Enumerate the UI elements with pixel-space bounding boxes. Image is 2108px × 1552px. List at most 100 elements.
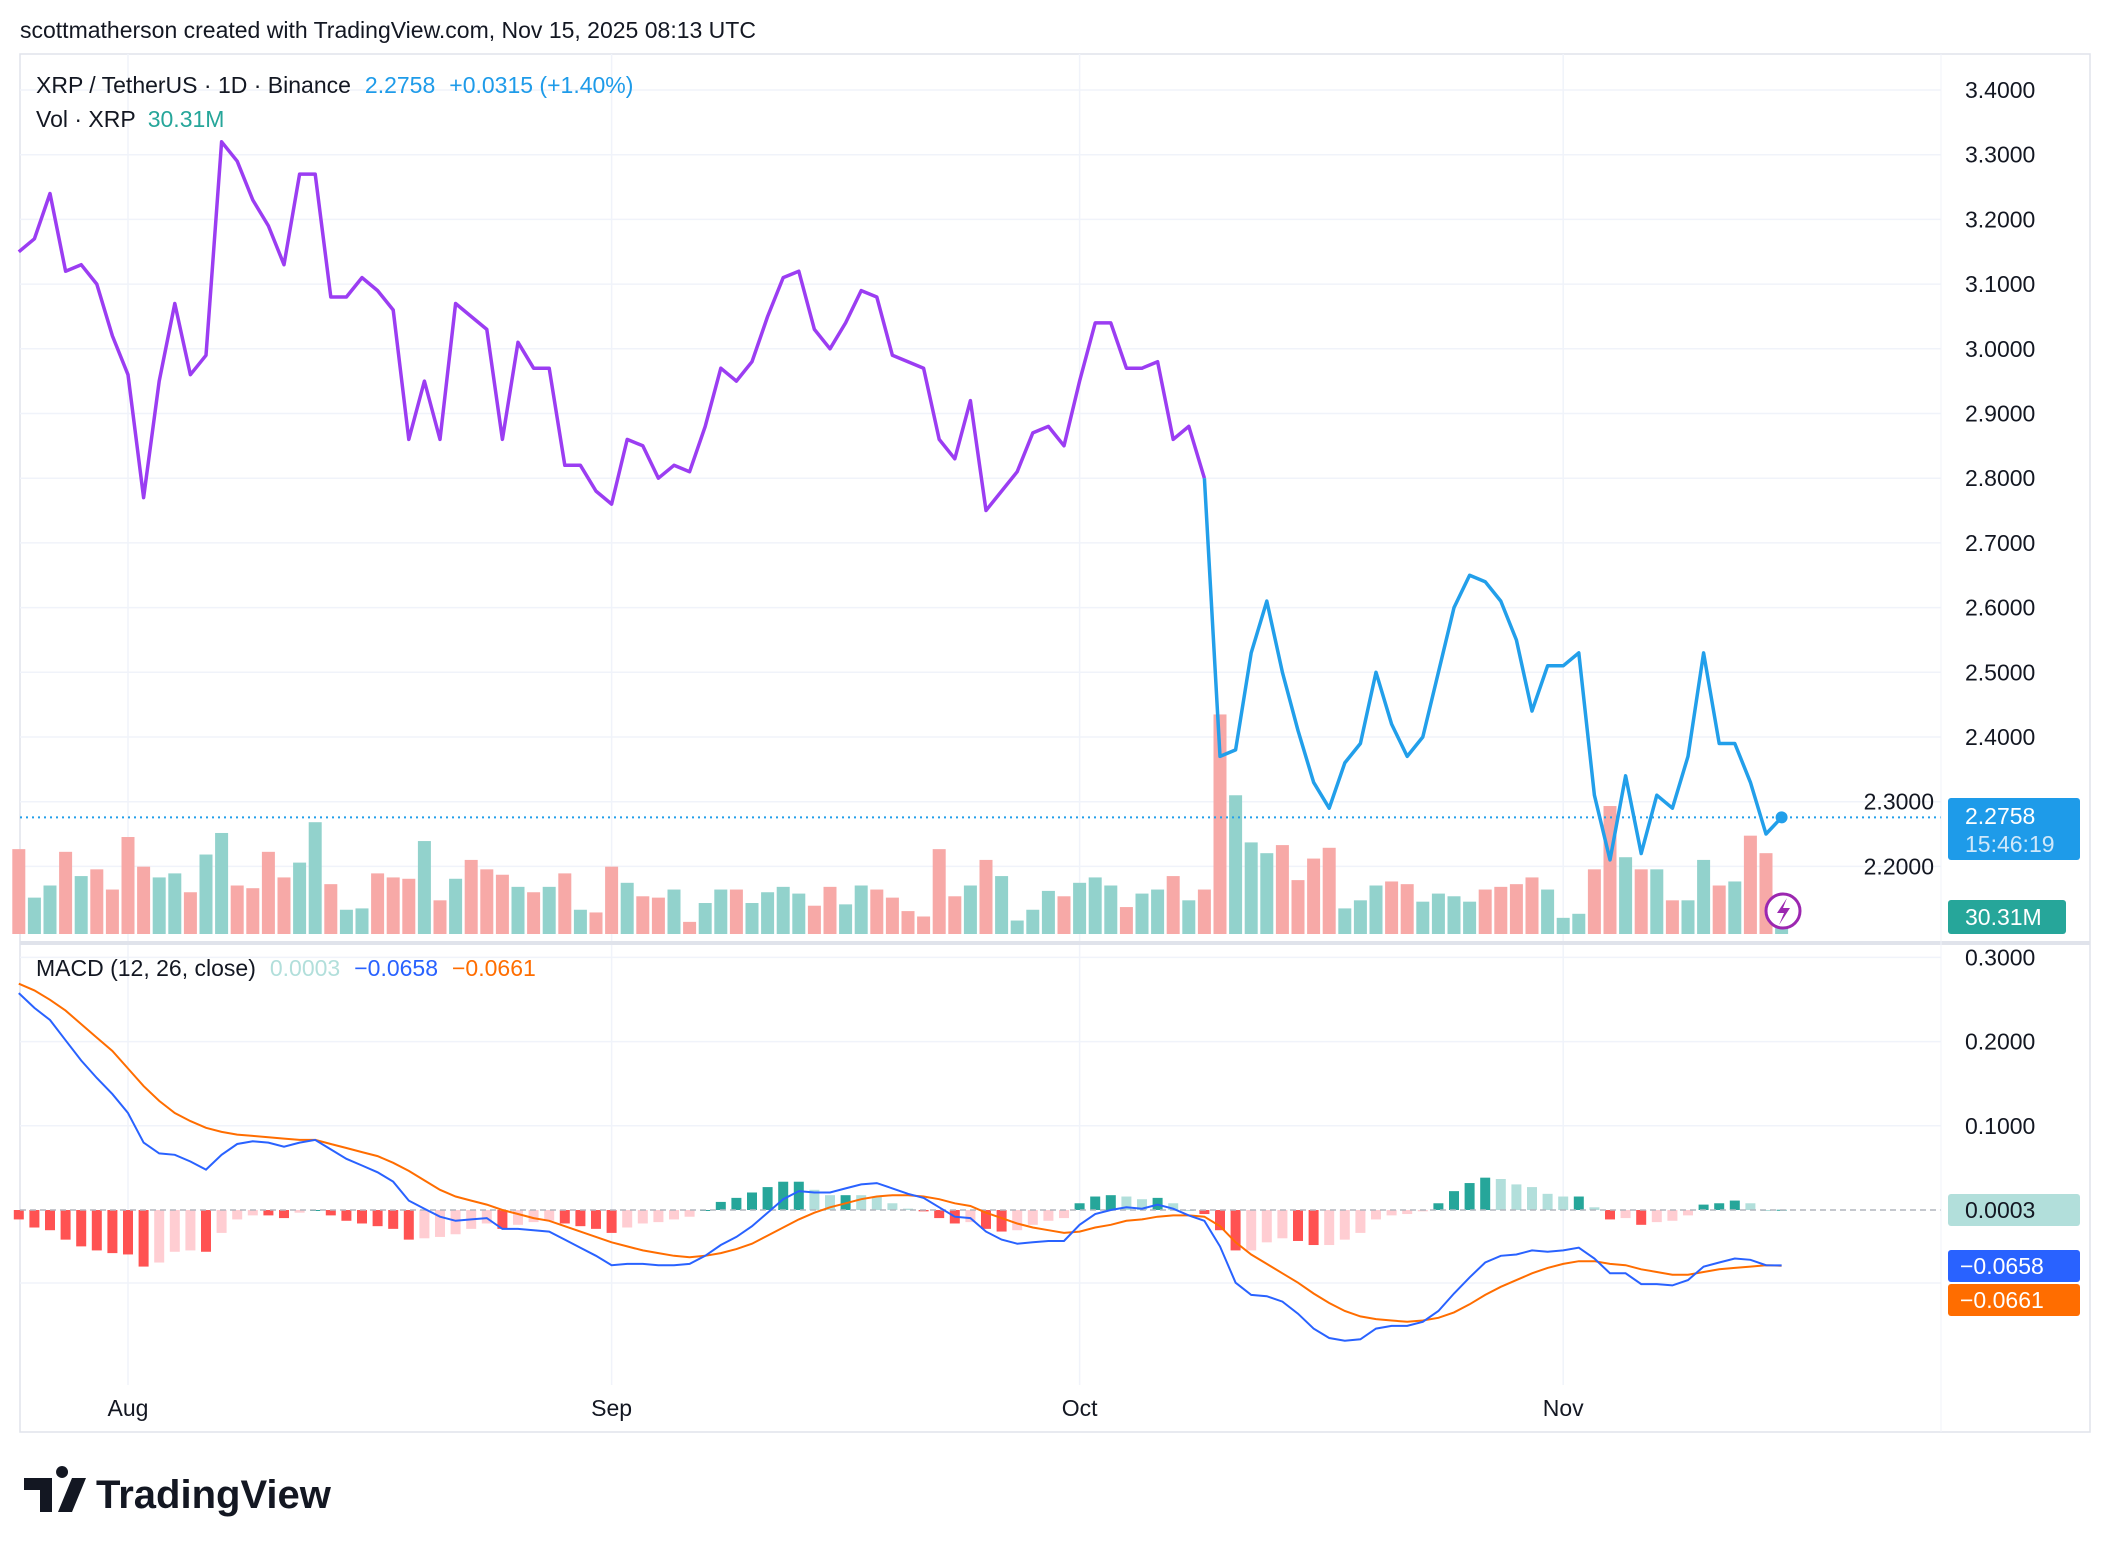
macd-legend[interactable]: MACD (12, 26, close) 0.0003 −0.0658 −0.0661 — [36, 955, 536, 981]
volume-bar — [121, 837, 135, 934]
tradingview-logo[interactable]: TradingView — [24, 1466, 332, 1517]
volume-bar — [1151, 889, 1165, 934]
price-change: +0.0315 (+1.40%) — [449, 72, 633, 98]
time-tick-label: Oct — [1062, 1395, 1098, 1421]
macd-histogram-bar — [653, 1210, 664, 1223]
macd-histogram-bar — [684, 1210, 695, 1217]
volume-bar — [27, 897, 41, 934]
volume-bar — [714, 889, 728, 934]
volume-legend[interactable]: Vol · XRP 30.31M — [36, 106, 224, 132]
volume-bar — [74, 876, 88, 934]
macd-histogram-bar — [1449, 1191, 1459, 1210]
macd-histogram-bar — [1683, 1210, 1693, 1216]
volume-bar — [1634, 869, 1648, 934]
macd-histogram-bar — [856, 1195, 867, 1210]
last-price-label: 2.2758 15:46:19 — [1948, 798, 2080, 860]
macd-histogram-bar — [825, 1195, 835, 1210]
volume-bar — [527, 892, 541, 934]
bar-countdown: 15:46:19 — [1965, 831, 2055, 857]
volume-bar — [573, 909, 587, 934]
volume-bar — [1478, 889, 1492, 934]
macd-histogram-bar — [123, 1210, 133, 1255]
price-tick-label: 3.3000 — [1965, 142, 2035, 168]
volume-bar — [1587, 869, 1601, 934]
volume-bar — [1665, 900, 1679, 934]
volume-bar — [355, 908, 369, 934]
last-price: 2.2758 — [365, 72, 435, 98]
volume-bar — [605, 866, 619, 934]
volume-bar — [1603, 806, 1617, 934]
volume-bar — [1166, 876, 1180, 934]
macd-histogram-bar — [1729, 1200, 1740, 1210]
macd-histogram-bar — [435, 1210, 445, 1237]
volume-bar — [1447, 896, 1461, 934]
price-tick-label: 2.6000 — [1965, 595, 2035, 621]
macd-tick-label: 0.1000 — [1965, 1113, 2035, 1139]
volume-bar — [1728, 881, 1742, 934]
tradingview-logo-icon — [24, 1466, 86, 1512]
price-tick-label: 3.1000 — [1965, 271, 2035, 297]
macd-histogram-bar — [981, 1210, 991, 1229]
symbol-legend[interactable]: XRP / TetherUS · 1D · Binance 2.2758 +0.03… — [36, 72, 633, 98]
lightning-icon[interactable] — [1764, 892, 1802, 930]
volume-bar — [995, 876, 1009, 934]
macd-histogram-bar — [1589, 1207, 1600, 1210]
volume-bar — [1010, 920, 1024, 934]
volume-bar — [386, 877, 400, 934]
macd-histogram-bar — [1215, 1210, 1225, 1231]
volume-bar — [948, 896, 962, 934]
volume-bar — [293, 862, 307, 934]
volume-bar — [792, 893, 806, 934]
macd-histogram-bar — [1620, 1210, 1631, 1219]
volume-bar — [542, 886, 556, 934]
macd-histogram-bar — [325, 1210, 336, 1216]
volume-bar — [589, 912, 603, 934]
macd-histogram-bar — [481, 1210, 492, 1224]
volume-bar — [324, 884, 338, 934]
macd-signal-label: −0.0661 — [1948, 1284, 2080, 1316]
macd-histogram-bar — [622, 1210, 633, 1228]
time-tick-label: Nov — [1543, 1395, 1584, 1421]
volume-bar — [183, 892, 197, 934]
volume-bar — [1400, 884, 1414, 934]
volume-bar — [246, 888, 260, 934]
macd-histogram-bar — [965, 1210, 976, 1223]
macd-histogram-bar — [1636, 1210, 1647, 1225]
macd-histogram-bar — [1542, 1193, 1553, 1210]
volume-bar — [761, 892, 775, 934]
volume-bar — [839, 904, 853, 934]
macd-histogram-bar — [341, 1210, 352, 1221]
macd-histogram-bar — [216, 1210, 227, 1233]
macd-histogram-bar — [247, 1210, 258, 1216]
macd-histogram-bar — [1059, 1210, 1069, 1219]
volume-bar — [1307, 858, 1321, 934]
macd-histogram-bar — [1043, 1210, 1054, 1221]
macd-histogram-bar — [809, 1189, 820, 1210]
volume-bar — [1385, 881, 1399, 934]
volume-bar — [885, 897, 899, 934]
volume-bar — [261, 851, 275, 934]
price-line-late — [1202, 478, 1783, 862]
volume-bar — [1416, 901, 1430, 934]
volume-bar — [1712, 885, 1726, 934]
macd-histogram-bar — [91, 1210, 102, 1251]
volume-bar — [558, 873, 572, 934]
volume-bar — [854, 885, 868, 934]
volume-bar — [1260, 853, 1274, 934]
volume-bar — [90, 869, 104, 934]
macd-histogram-bar — [1402, 1210, 1413, 1215]
volume-bar — [1182, 900, 1196, 934]
macd-histogram-bar — [747, 1192, 757, 1210]
macd-histogram-bar — [13, 1210, 24, 1220]
macd-histogram-bar — [372, 1210, 383, 1227]
volume-bar — [1322, 847, 1336, 934]
volume-bars — [12, 714, 1789, 934]
volume-bar — [1541, 889, 1555, 934]
macd-histogram-bar — [1027, 1210, 1038, 1225]
volume-bar — [1026, 909, 1040, 934]
symbol-name: XRP / TetherUS · 1D · Binance — [36, 72, 351, 98]
volume-bar — [1197, 889, 1211, 934]
macd-histogram-bar — [419, 1210, 430, 1239]
volume-bar — [1119, 907, 1133, 934]
